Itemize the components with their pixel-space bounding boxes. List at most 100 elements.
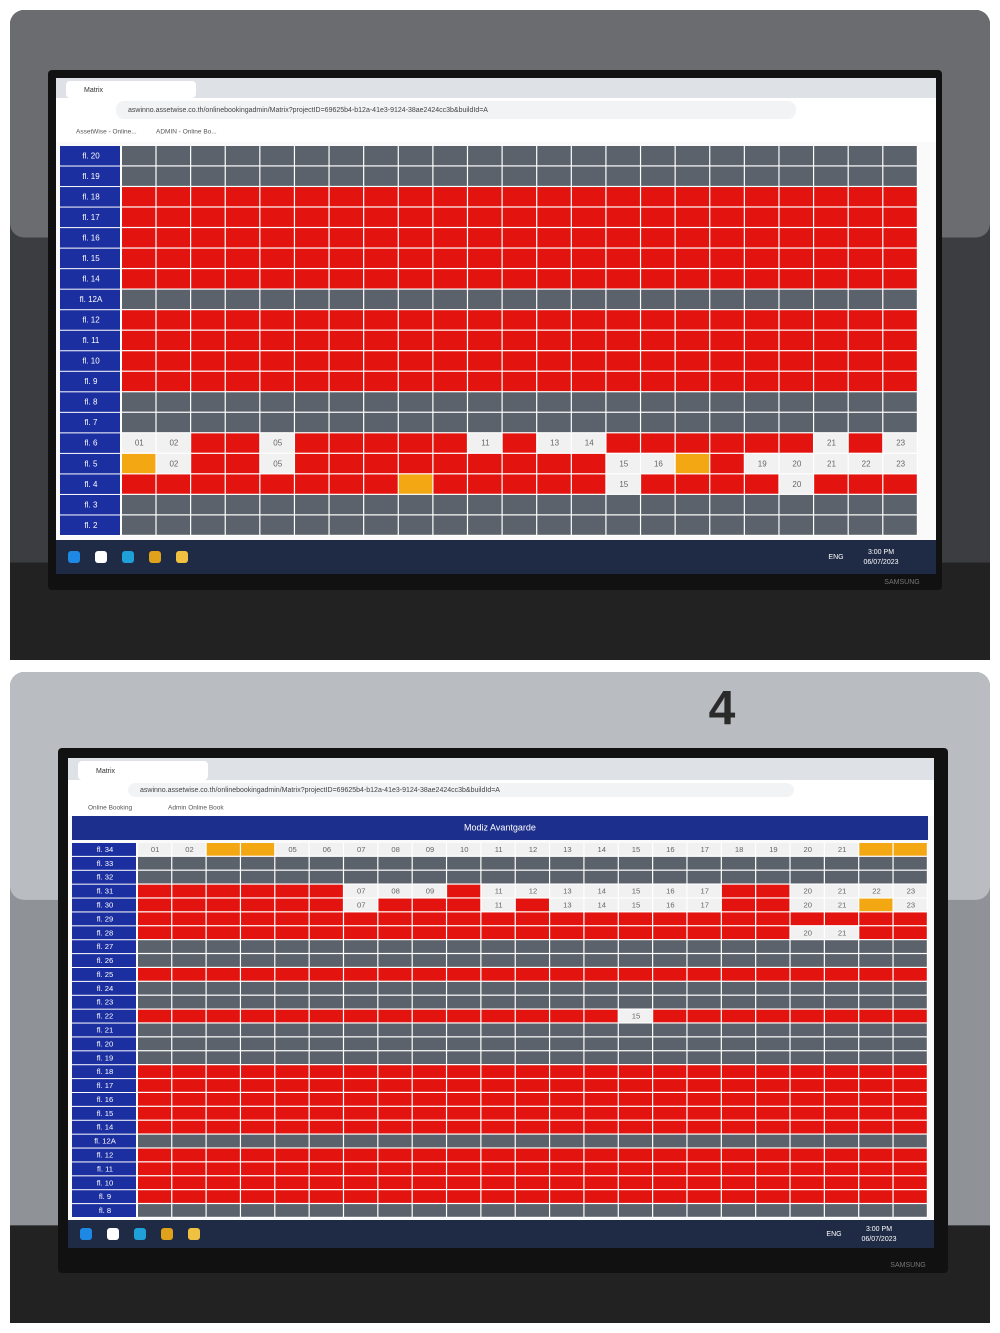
unit-cell[interactable]: [744, 515, 779, 535]
bookmark[interactable]: Admin Online Book: [168, 805, 224, 812]
unit-cell[interactable]: [241, 1190, 275, 1203]
unit-cell[interactable]: [687, 1093, 721, 1106]
unit-cell[interactable]: [790, 870, 824, 884]
unit-cell[interactable]: [606, 453, 640, 474]
unit-cell[interactable]: [364, 494, 398, 515]
unit-cell[interactable]: [883, 330, 917, 351]
unit-cell[interactable]: [329, 351, 364, 371]
unit-cell[interactable]: [515, 856, 549, 870]
unit-cell[interactable]: [329, 310, 364, 330]
unit-cell[interactable]: [756, 843, 790, 856]
unit-cell[interactable]: [344, 954, 378, 967]
unit-cell[interactable]: [447, 1037, 481, 1051]
unit-cell[interactable]: [275, 968, 309, 981]
unit-cell[interactable]: [653, 856, 687, 870]
taskbar-icon[interactable]: [68, 551, 80, 563]
unit-cell[interactable]: [653, 940, 687, 953]
unit-cell[interactable]: [122, 207, 156, 227]
unit-cell[interactable]: [447, 1051, 481, 1065]
unit-cell[interactable]: [859, 940, 893, 953]
unit-cell[interactable]: [859, 995, 893, 1009]
unit-cell[interactable]: [502, 515, 537, 535]
unit-cell[interactable]: [344, 1051, 378, 1065]
unit-cell[interactable]: [537, 351, 571, 371]
unit-cell[interactable]: [606, 392, 640, 412]
unit-cell[interactable]: [378, 1023, 412, 1037]
unit-cell[interactable]: [138, 1037, 172, 1051]
unit-cell[interactable]: [481, 1148, 515, 1162]
unit-cell[interactable]: [309, 995, 343, 1009]
unit-cell[interactable]: [859, 884, 893, 898]
unit-cell[interactable]: [675, 494, 710, 515]
unit-cell[interactable]: [447, 884, 481, 898]
unit-cell[interactable]: [295, 351, 329, 371]
unit-cell[interactable]: [883, 310, 917, 330]
unit-cell[interactable]: [378, 1162, 412, 1176]
unit-cell[interactable]: [584, 1009, 618, 1023]
unit-cell[interactable]: [481, 1065, 515, 1078]
unit-cell[interactable]: [584, 1106, 618, 1120]
unit-cell[interactable]: [571, 433, 606, 453]
unit-cell[interactable]: [502, 207, 537, 227]
unit-cell[interactable]: [295, 187, 329, 207]
unit-cell[interactable]: [790, 1134, 824, 1148]
unit-cell[interactable]: [721, 1134, 756, 1148]
unit-cell[interactable]: [241, 912, 275, 926]
unit-cell[interactable]: [447, 1093, 481, 1106]
unit-cell[interactable]: [295, 207, 329, 227]
unit-cell[interactable]: [537, 248, 571, 268]
unit-cell[interactable]: [412, 843, 446, 856]
unit-cell[interactable]: [515, 870, 549, 884]
unit-cell[interactable]: [398, 474, 433, 494]
unit-cell[interactable]: [364, 330, 398, 351]
unit-cell[interactable]: [710, 392, 744, 412]
unit-cell[interactable]: [721, 898, 756, 912]
unit-cell[interactable]: [744, 433, 779, 453]
unit-cell[interactable]: [618, 954, 653, 967]
unit-cell[interactable]: [584, 1176, 618, 1190]
unit-cell[interactable]: [468, 166, 502, 186]
unit-cell[interactable]: [618, 1162, 653, 1176]
unit-cell[interactable]: [883, 146, 917, 166]
unit-cell[interactable]: [618, 1204, 653, 1217]
unit-cell[interactable]: [206, 1134, 240, 1148]
unit-cell[interactable]: [344, 1023, 378, 1037]
unit-cell[interactable]: [481, 843, 515, 856]
unit-cell[interactable]: [447, 1162, 481, 1176]
unit-cell[interactable]: [433, 515, 467, 535]
unit-cell[interactable]: [344, 1065, 378, 1078]
unit-cell[interactable]: [225, 310, 260, 330]
unit-cell[interactable]: [275, 912, 309, 926]
unit-cell[interactable]: [883, 166, 917, 186]
unit-cell[interactable]: [206, 843, 240, 856]
unit-cell[interactable]: [790, 1051, 824, 1065]
unit-cell[interactable]: [744, 412, 779, 433]
unit-cell[interactable]: [687, 968, 721, 981]
unit-cell[interactable]: [275, 1009, 309, 1023]
unit-cell[interactable]: [156, 412, 191, 433]
unit-cell[interactable]: [687, 1162, 721, 1176]
unit-cell[interactable]: [260, 515, 294, 535]
unit-cell[interactable]: [412, 1009, 446, 1023]
unit-cell[interactable]: [721, 1065, 756, 1078]
unit-cell[interactable]: [172, 1009, 206, 1023]
unit-cell[interactable]: [571, 228, 606, 248]
unit-cell[interactable]: [814, 351, 848, 371]
unit-cell[interactable]: [206, 884, 240, 898]
unit-cell[interactable]: [378, 1120, 412, 1134]
unit-cell[interactable]: [584, 884, 618, 898]
unit-cell[interactable]: [618, 1148, 653, 1162]
unit-cell[interactable]: [364, 515, 398, 535]
unit-cell[interactable]: [275, 1037, 309, 1051]
unit-cell[interactable]: [398, 187, 433, 207]
unit-cell[interactable]: [824, 1106, 859, 1120]
unit-cell[interactable]: [537, 269, 571, 289]
unit-cell[interactable]: [721, 1190, 756, 1203]
unit-cell[interactable]: [653, 1106, 687, 1120]
unit-cell[interactable]: [814, 166, 848, 186]
unit-cell[interactable]: [859, 968, 893, 981]
unit-cell[interactable]: [859, 926, 893, 940]
unit-cell[interactable]: [344, 870, 378, 884]
unit-cell[interactable]: [756, 1065, 790, 1078]
unit-cell[interactable]: [260, 494, 294, 515]
